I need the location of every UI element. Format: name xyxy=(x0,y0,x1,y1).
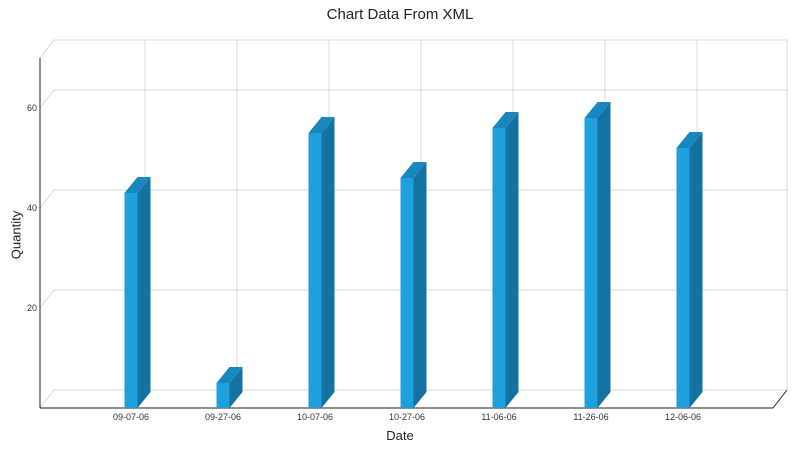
bar-face xyxy=(216,367,243,383)
bar-face xyxy=(321,117,335,408)
bar-11-26-06 xyxy=(584,102,611,408)
x-tick-label: 09-27-06 xyxy=(205,412,241,422)
bar-face xyxy=(137,177,151,408)
bar-face xyxy=(505,112,519,408)
bar-face xyxy=(584,118,598,408)
x-axis-title: Date xyxy=(386,428,414,443)
grid-line xyxy=(39,289,787,309)
x-tick-label: 11-26-06 xyxy=(573,412,608,422)
bar-face xyxy=(229,367,243,408)
grid-line xyxy=(39,39,787,59)
bar-face xyxy=(597,102,611,408)
bar-face xyxy=(124,177,151,193)
chart-title: Chart Data From XML xyxy=(326,6,474,23)
grid-line xyxy=(39,189,787,209)
bar-10-07-06 xyxy=(308,117,335,408)
bar-09-27-06 xyxy=(216,367,243,408)
bar-face xyxy=(492,112,519,128)
x-axis-depth xyxy=(772,389,788,409)
bar-face xyxy=(124,193,138,408)
x-tick-label: 10-27-06 xyxy=(389,412,425,422)
bar-11-06-06 xyxy=(492,112,519,408)
bar-face xyxy=(308,133,322,408)
bar-face xyxy=(689,132,703,408)
grid-line xyxy=(39,89,787,109)
bar-face xyxy=(400,162,427,178)
x-tick-label: 09-07-06 xyxy=(113,412,149,422)
bar-face xyxy=(413,162,427,408)
bar-10-27-06 xyxy=(400,162,427,408)
bar-face xyxy=(308,117,335,133)
y-tick-label: 40 xyxy=(27,203,37,213)
x-tick-label: 10-07-06 xyxy=(297,412,333,422)
bar-face xyxy=(492,128,506,408)
y-tick-label: 60 xyxy=(27,103,37,113)
bar-face xyxy=(676,148,690,408)
bar-face xyxy=(584,102,611,118)
grid-line xyxy=(39,389,787,409)
bar-face xyxy=(400,178,414,408)
x-tick-label: 12-06-06 xyxy=(665,412,701,422)
bar-12-06-06 xyxy=(676,132,703,408)
bar-face xyxy=(216,383,230,408)
bar-09-07-06 xyxy=(124,177,151,408)
x-tick-label: 11-06-06 xyxy=(481,412,516,422)
y-tick-label: 20 xyxy=(27,303,37,313)
bar-face xyxy=(676,132,703,148)
